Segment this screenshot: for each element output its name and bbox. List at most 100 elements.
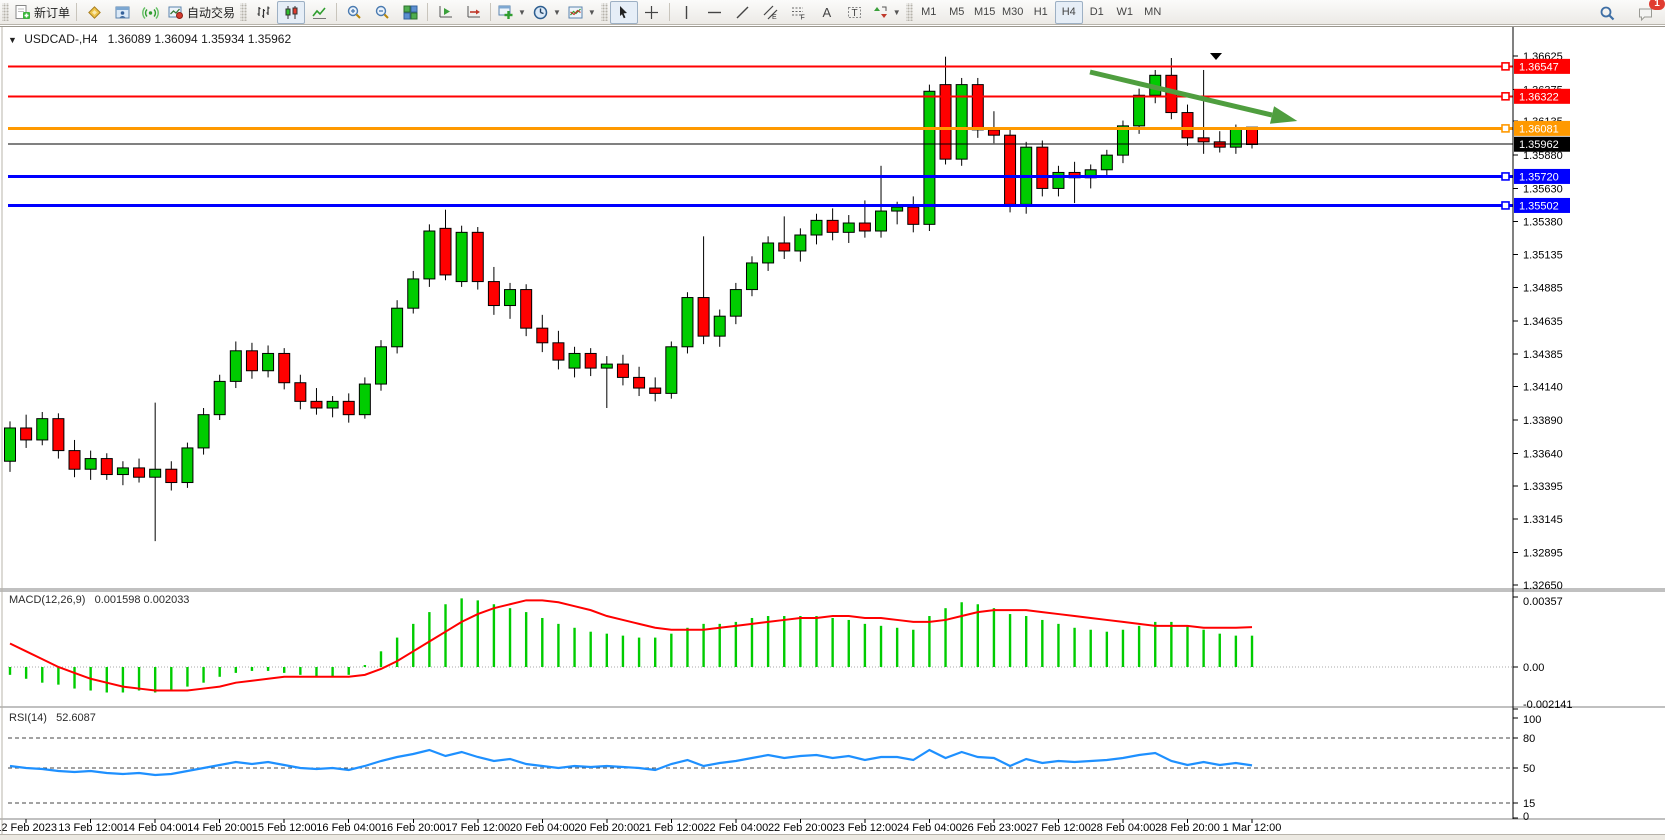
svg-text:-0.002141: -0.002141 [1523,699,1573,711]
arrows-icon [873,6,887,18]
svg-text:1.35380: 1.35380 [1523,217,1563,229]
svg-text:26 Feb 23:00: 26 Feb 23:00 [962,822,1027,834]
vertical-line-icon [686,5,688,19]
line-handle [1501,92,1510,101]
timeframe-d1[interactable]: D1 [1083,1,1111,24]
rsi-line [9,748,1253,777]
channel-button[interactable]: E [757,1,785,24]
notifications-button[interactable]: 1 [1631,0,1665,25]
text-label-button[interactable]: T [841,1,869,24]
signals-button[interactable] [136,1,164,24]
svg-text:21 Feb 12:00: 21 Feb 12:00 [639,822,704,834]
chart-shift-button[interactable] [431,1,459,24]
macd-indicator-label: MACD(12,26,9) 0.001598 0.002033 [9,594,190,606]
timeframe-w1[interactable]: W1 [1111,1,1139,24]
chart-window: ▼ USDCAD-,H4 1.36089 1.36094 1.35934 1.3… [0,26,1665,840]
trendline-button[interactable] [729,1,757,24]
autotrading-button[interactable]: 自动交易 [164,1,238,24]
chevron-down-icon[interactable]: ▼ [8,35,17,45]
toolbar-separator [490,3,492,21]
svg-text:1.34385: 1.34385 [1523,349,1563,361]
timeframe-m30[interactable]: M30 [999,1,1027,24]
svg-text:13 Feb 12:00: 13 Feb 12:00 [58,822,123,834]
svg-text:22 Feb 04:00: 22 Feb 04:00 [703,822,768,834]
price-badge: 1.36081 [1514,120,1570,136]
line-handle [1501,124,1510,133]
price-badge: 1.35502 [1514,197,1570,213]
trendline-icon [736,6,749,18]
dropdown-arrow-icon[interactable]: ▼ [892,7,901,17]
svg-text:1.36547: 1.36547 [1519,61,1559,73]
toolbar-grip[interactable] [905,3,913,21]
timeframe-m15[interactable]: M15 [971,1,999,24]
candlestick-button[interactable] [277,0,306,24]
down-trend-arrow[interactable] [1089,69,1298,124]
arrows-button[interactable]: ▼ [869,1,904,24]
new-order-button[interactable]: 新订单 [11,1,73,24]
toolbar-grip[interactable] [240,3,248,21]
level-lines[interactable] [8,62,1513,210]
horizontal-line-button[interactable] [701,1,729,24]
chat-icon [1638,8,1652,22]
svg-text:F: F [801,14,805,21]
indicators-button[interactable]: ▼ [564,1,599,24]
search-button[interactable] [1593,2,1621,25]
svg-text:1.35880: 1.35880 [1523,150,1563,162]
timeframe-label: M15 [974,6,996,18]
svg-text:27 Feb 12:00: 27 Feb 12:00 [1026,822,1091,834]
auto-scroll-button[interactable] [459,1,487,24]
timeframe-m5[interactable]: M5 [943,1,971,24]
svg-text:1.34635: 1.34635 [1523,316,1563,328]
panel-separators[interactable] [0,588,1665,820]
dropdown-arrow-icon[interactable]: ▼ [518,7,526,17]
zoom-out-icon [375,5,389,19]
toolbar-grip[interactable] [600,3,608,21]
chart-symbol-period: USDCAD-,H4 [24,32,98,46]
fibonacci-button[interactable]: F [785,1,813,24]
svg-text:0.00: 0.00 [1523,662,1544,674]
autotrading-icon [168,6,184,19]
zoom-in-button[interactable] [340,1,368,24]
svg-text:15: 15 [1523,798,1535,810]
button-label: 新订单 [34,5,71,20]
bar-chart-icon [257,6,270,18]
market-watch-button[interactable] [80,1,108,24]
candlestick-icon [285,5,298,19]
svg-text:14 Feb 20:00: 14 Feb 20:00 [187,822,252,834]
chart-canvas[interactable]: 1.366251.363751.361351.358801.356301.353… [0,27,1665,835]
new-chart-button[interactable]: ▼ [494,1,529,24]
zoom-out-button[interactable] [368,1,396,24]
dropdown-arrow-icon[interactable]: ▼ [587,7,596,17]
rsi-indicator-label: RSI(14) 52.6087 [9,712,96,724]
toolbar-separator [336,3,338,21]
bar-shift-marker [1210,53,1222,60]
cursor-button[interactable] [609,0,638,24]
navigator-button[interactable] [108,1,136,24]
svg-text:1.35502: 1.35502 [1519,200,1559,212]
timeframe-mn[interactable]: MN [1139,1,1167,24]
crosshair-button[interactable] [638,1,666,24]
line-chart-button[interactable] [305,1,333,24]
dropdown-arrow-icon[interactable]: ▼ [552,7,561,17]
svg-text:16 Feb 20:00: 16 Feb 20:00 [381,822,446,834]
timeframe-h4[interactable]: H4 [1054,0,1083,24]
timeframe-m1[interactable]: M1 [915,1,943,24]
text-button[interactable]: A [813,1,841,24]
bar-chart-button[interactable] [249,1,277,24]
signals-icon [141,6,159,19]
vertical-line-button[interactable] [673,1,701,24]
tile-windows-button[interactable] [396,1,424,24]
toolbar-grip[interactable] [2,3,9,21]
chart-shift-icon [439,5,452,17]
svg-text:1.33640: 1.33640 [1523,448,1563,460]
svg-text:12 Feb 2023: 12 Feb 2023 [0,822,57,834]
svg-text:28 Feb 04:00: 28 Feb 04:00 [1091,822,1156,834]
svg-text:22 Feb 20:00: 22 Feb 20:00 [768,822,833,834]
timeframe-label: M5 [949,6,965,18]
periods-button[interactable]: ▼ [529,1,564,24]
cursor-icon [620,5,628,18]
tile-windows-icon [403,5,418,19]
chart-ohlc-values: 1.36089 1.36094 1.35934 1.35962 [107,32,292,46]
timeframe-h1[interactable]: H1 [1027,1,1055,24]
search-icon [1600,6,1614,21]
